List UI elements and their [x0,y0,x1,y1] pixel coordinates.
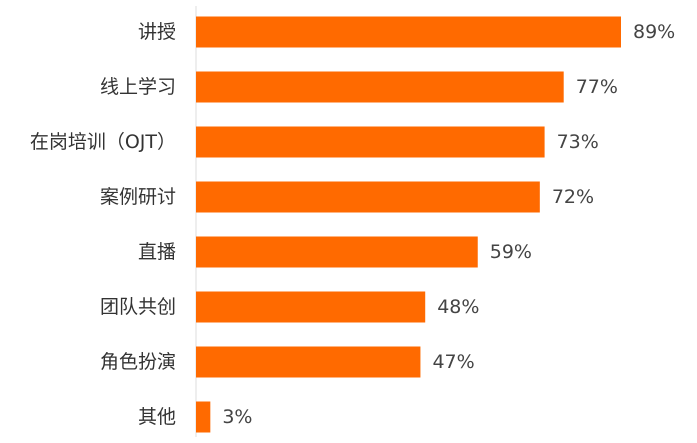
value-label: 89% [633,21,675,43]
bar [196,71,564,103]
value-label: 73% [557,131,599,153]
category-label: 团队共创 [100,296,176,318]
bar [196,346,421,378]
category-label: 案例研讨 [100,186,176,208]
value-label: 77% [576,76,618,98]
value-label: 48% [437,296,479,318]
bar [196,291,426,323]
value-label: 72% [552,186,594,208]
value-label: 47% [432,351,474,373]
category-label: 在岗培训（OJT） [30,131,176,153]
category-label: 直播 [138,241,176,263]
value-label: 3% [222,406,252,428]
bar [196,126,545,158]
category-label: 角色扮演 [100,351,176,373]
category-label: 线上学习 [100,76,176,98]
category-label: 其他 [138,406,176,428]
value-label: 59% [490,241,532,263]
bar [196,181,540,213]
bar [196,401,211,433]
bar [196,16,621,48]
bars-layer: 讲授 89% 线上学习 77% 在岗培训（OJT） 73% 案例研讨 72% 直播 59% 团队共创… [30,16,675,433]
bar [196,236,478,268]
category-label: 讲授 [138,21,176,43]
